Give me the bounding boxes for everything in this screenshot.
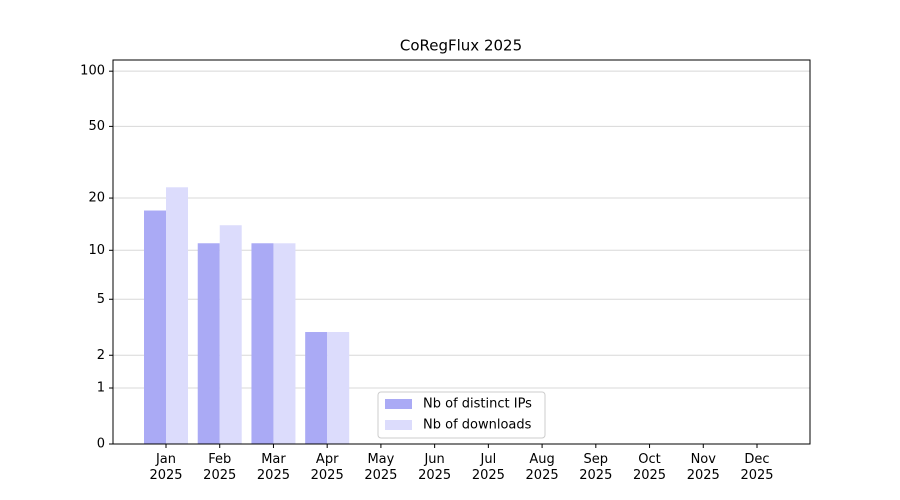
bar: [251, 243, 274, 444]
y-tick-label: 10: [88, 243, 105, 258]
legend-swatch: [385, 399, 412, 409]
x-tick-label: Apr 2025: [310, 452, 344, 483]
x-tick-label: Nov 2025: [686, 452, 720, 483]
x-tick-label: Jan 2025: [149, 452, 183, 483]
y-tick-label: 0: [97, 437, 105, 452]
legend: [377, 391, 546, 439]
chart-title: CoRegFlux 2025: [400, 37, 522, 55]
x-tick-label: Jul 2025: [471, 452, 505, 483]
x-tick-label: Dec 2025: [740, 452, 774, 483]
bar: [166, 187, 188, 444]
x-tick-label: Jun 2025: [418, 452, 452, 483]
x-tick-label: Oct 2025: [632, 452, 667, 483]
bar: [327, 332, 350, 444]
bar: [144, 210, 166, 444]
y-tick-label: 1: [97, 381, 105, 396]
bar: [197, 243, 220, 444]
bar: [273, 243, 296, 444]
x-tick-label: May 2025: [364, 452, 398, 483]
y-tick-label: 20: [88, 191, 105, 206]
y-tick-label: 50: [88, 119, 105, 134]
x-tick-label: Mar 2025: [256, 452, 290, 483]
x-tick-label: Aug 2025: [525, 452, 559, 483]
legend-swatch: [385, 420, 412, 430]
bar: [219, 225, 242, 444]
y-tick-label: 5: [97, 292, 105, 307]
y-tick-label: 2: [97, 348, 105, 363]
x-tick-label: Feb 2025: [203, 452, 237, 483]
legend-label: Nb of distinct IPs: [423, 397, 532, 412]
legend-label: Nb of downloads: [423, 418, 532, 433]
x-tick-label: Sep 2025: [579, 452, 613, 483]
plot-frame: [112, 59, 811, 445]
bar: [305, 332, 328, 444]
y-tick-label: 100: [80, 64, 105, 79]
